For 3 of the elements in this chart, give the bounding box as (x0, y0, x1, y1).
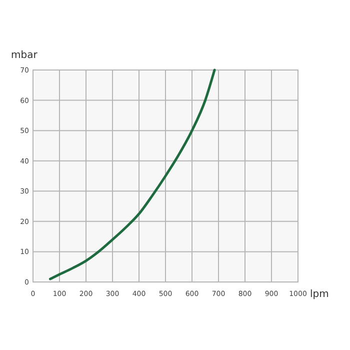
line-series (48, 68, 216, 280)
x-axis-title: lpm (310, 289, 329, 300)
y-axis-title: mbar (11, 50, 38, 61)
